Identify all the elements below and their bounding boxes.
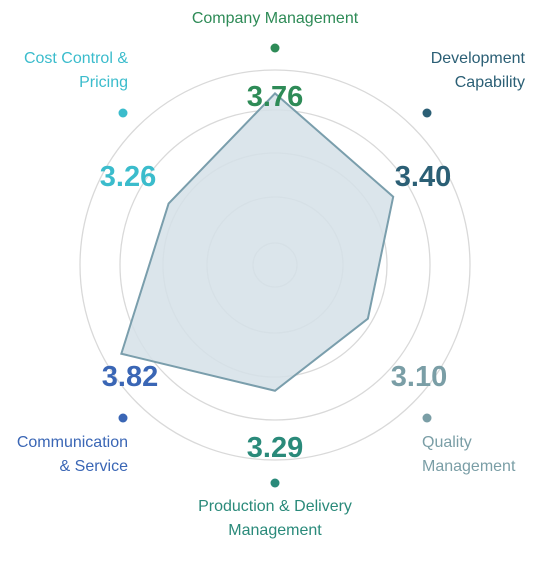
axis-dot-quality-management: [422, 413, 432, 423]
axis-label-line: Cost Control &: [24, 50, 128, 67]
value-label-quality-management: 3.10: [391, 361, 447, 393]
value-labels: 3.76 3.40 3.10 3.29 3.82 3.26: [100, 81, 451, 464]
axis-label-line: Management: [422, 458, 516, 475]
axis-dot-company-management: [270, 43, 280, 53]
data-polygon: [120, 92, 395, 392]
axis-label-development-capability: Development Capability: [431, 50, 526, 91]
axis-dot-communication-service: [118, 413, 128, 423]
axis-label-company-management: Company Management: [192, 10, 359, 27]
value-label-cost-control-pricing: 3.26: [100, 161, 156, 193]
axis-label-line: & Service: [60, 458, 129, 475]
axis-dot-production-delivery-management: [270, 478, 280, 488]
axis-label-line: Company Management: [192, 10, 359, 27]
axis-label-production-delivery-management: Production & Delivery Management: [198, 498, 352, 539]
axis-dots: [118, 43, 432, 488]
value-label-development-capability: 3.40: [395, 161, 451, 193]
axis-label-quality-management: Quality Management: [422, 434, 516, 475]
value-label-company-management: 3.76: [247, 81, 303, 113]
axis-label-cost-control-pricing: Cost Control & Pricing: [24, 50, 128, 91]
axis-label-line: Management: [228, 522, 322, 539]
axis-label-line: Capability: [455, 74, 525, 91]
axis-label-communication-service: Communication & Service: [17, 434, 128, 475]
axis-dot-cost-control-pricing: [118, 108, 128, 118]
axis-label-line: Pricing: [79, 74, 128, 91]
value-label-production-delivery-management: 3.29: [247, 432, 303, 464]
data-shape: [120, 92, 395, 392]
axis-label-line: Communication: [17, 434, 128, 451]
axis-label-line: Production & Delivery: [198, 498, 352, 515]
axis-label-line: Development: [431, 50, 526, 67]
value-label-communication-service: 3.82: [102, 361, 158, 393]
axis-dot-development-capability: [422, 108, 432, 118]
axis-label-line: Quality: [422, 434, 472, 451]
axis-labels: Company Management Development Capability Q…: [17, 10, 526, 539]
grid-ring: [79, 69, 471, 461]
